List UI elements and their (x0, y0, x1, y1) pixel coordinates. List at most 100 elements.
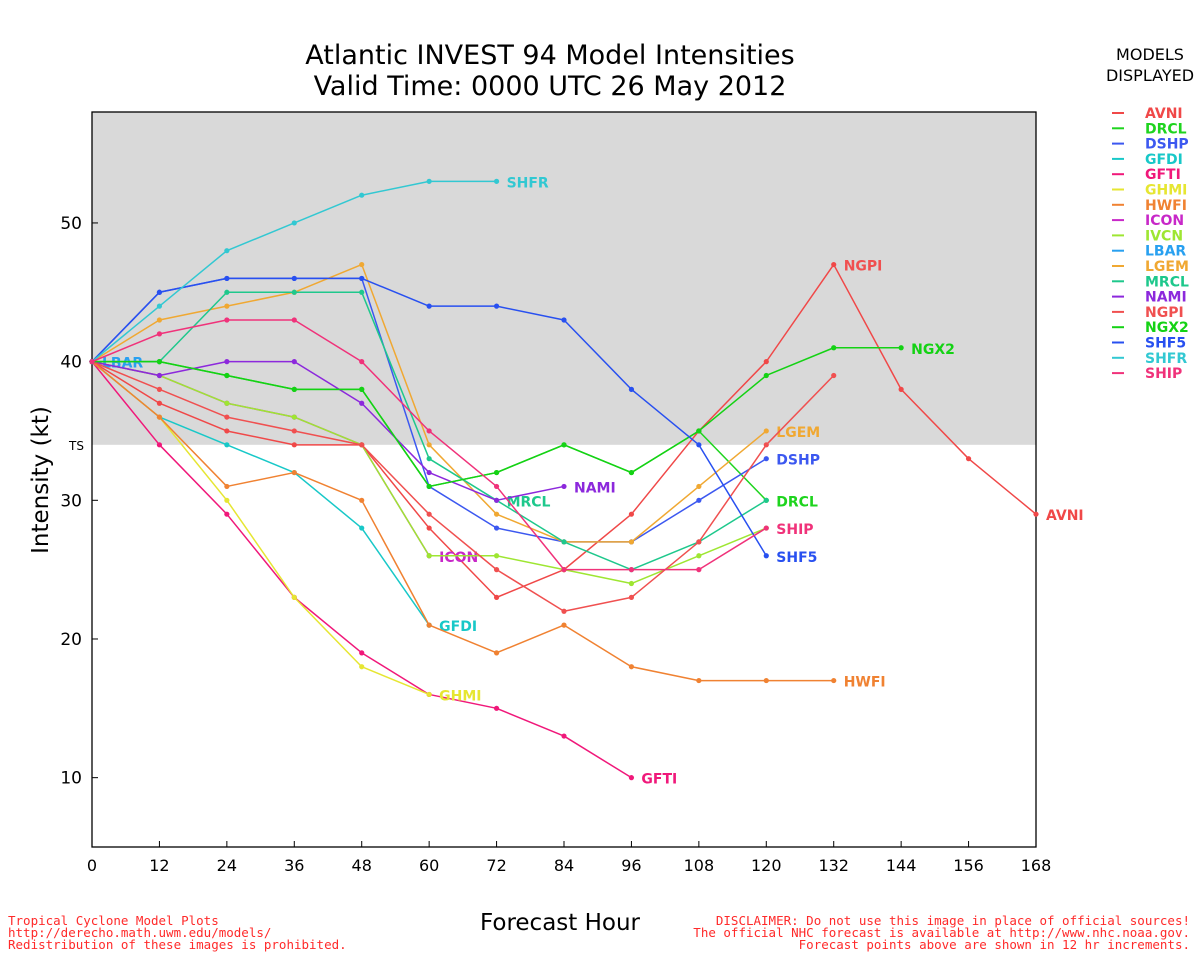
data-point-mrcl (359, 289, 365, 295)
data-point-ivcn (291, 414, 297, 420)
data-point-ngpi (156, 386, 163, 392)
data-point-hwfi (493, 650, 500, 656)
data-point-mrcl (561, 539, 567, 545)
data-point-ship (696, 567, 702, 573)
series-shfr: SHFR (89, 175, 549, 365)
data-point-nami (156, 372, 163, 379)
legend-label-shfr: SHFR (1145, 351, 1187, 367)
footer-credits: Tropical Cyclone Model Plots http://dere… (8, 913, 347, 952)
data-point-mrcl (224, 289, 230, 295)
footer-credit-notice: Redistribution of these images is prohib… (8, 937, 347, 952)
x-tick-label: 48 (352, 856, 372, 875)
series-label-dshp: DSHP (776, 453, 820, 469)
data-point-nami (426, 469, 432, 476)
data-point-avni (224, 428, 230, 434)
data-point-avni (1033, 511, 1039, 517)
series-label-nami: NAMI (574, 480, 616, 496)
data-point-ngx2 (831, 345, 837, 351)
data-point-hwfi (763, 677, 769, 684)
legend-item-ivcn: IVCN (1112, 228, 1183, 244)
data-point-ngpi (291, 428, 297, 434)
series-label-gfdi: GFDI (439, 619, 477, 635)
data-point-shf5 (426, 303, 432, 309)
data-point-ngpi (763, 442, 769, 448)
data-point-shf5 (628, 386, 635, 392)
legend-label-dshp: DSHP (1145, 137, 1189, 153)
data-point-gfti (224, 511, 230, 517)
data-point-ivcn (493, 553, 500, 559)
data-point-ngpi (224, 414, 230, 420)
legend-label-ship: SHIP (1145, 366, 1182, 382)
data-point-ivcn (696, 553, 702, 559)
legend-item-ghmi: GHMI (1112, 183, 1187, 199)
x-tick-label: 0 (87, 856, 97, 875)
data-point-ngpi (426, 511, 432, 517)
data-point-shf5 (493, 303, 500, 309)
data-point-dshp (493, 525, 500, 531)
data-point-avni (291, 442, 297, 448)
legend-label-ghmi: GHMI (1145, 183, 1187, 199)
series-label-ngpi: NGPI (844, 259, 883, 275)
x-tick-label: 168 (1021, 856, 1052, 875)
footer-credit-line: Tropical Cyclone Model Plots (8, 913, 219, 928)
data-point-ship (426, 428, 432, 434)
data-point-dshp (696, 497, 702, 503)
ts-threshold-label: TS (68, 439, 84, 453)
x-tick-label: 12 (149, 856, 169, 875)
data-point-shf5 (224, 275, 230, 282)
data-point-hwfi (224, 483, 230, 490)
x-tick-label: 120 (751, 856, 782, 875)
data-point-gfti (628, 775, 635, 781)
data-point-ngx2 (898, 345, 904, 351)
data-point-lgem (763, 428, 769, 434)
x-tick-label: 156 (953, 856, 984, 875)
legend-item-gfdi: GFDI (1112, 152, 1183, 168)
x-tick-label: 132 (818, 856, 849, 875)
legend-label-drcl: DRCL (1145, 121, 1187, 137)
data-point-lgem (696, 483, 702, 490)
legend-item-nami: NAMI (1112, 290, 1187, 306)
data-point-ngx2 (291, 386, 297, 392)
data-point-avni (493, 594, 500, 600)
series-label-hwfi: HWFI (844, 675, 886, 691)
data-point-gfti (359, 650, 365, 656)
data-point-shf5 (561, 317, 567, 323)
data-point-hwfi (426, 622, 432, 628)
series-lgem: LGEM (89, 261, 820, 545)
data-point-ngx2 (561, 442, 567, 448)
legend-label-nami: NAMI (1145, 290, 1187, 306)
data-point-shf5 (291, 275, 297, 282)
data-point-ghmi (426, 691, 432, 698)
legend-label-gfdi: GFDI (1145, 152, 1183, 168)
data-point-dshp (763, 456, 769, 462)
disclaimer-line-2: The official NHC forecast is available a… (693, 925, 1190, 940)
data-point-ngx2 (426, 483, 432, 490)
data-point-ship (89, 359, 95, 365)
data-point-ship (763, 525, 769, 531)
data-point-avni (965, 456, 972, 462)
data-point-ngx2 (156, 359, 163, 365)
data-point-lgem (156, 317, 163, 323)
legend-item-ngpi: NGPI (1112, 305, 1184, 321)
data-point-shfr (426, 178, 432, 184)
data-point-avni (831, 261, 837, 268)
legend-label-lbar: LBAR (1145, 244, 1186, 260)
y-tick-label: 50 (60, 214, 82, 234)
series-label-ngx2: NGX2 (911, 342, 955, 358)
data-point-ngpi (628, 594, 635, 600)
legend-item-shf5: SHF5 (1112, 336, 1186, 352)
data-point-hwfi (696, 677, 702, 684)
data-point-ngpi (493, 567, 500, 573)
data-point-mrcl (291, 289, 297, 295)
data-point-nami (291, 359, 297, 365)
data-point-nami (359, 400, 365, 406)
data-point-shfr (156, 303, 163, 309)
series-label-ship: SHIP (776, 522, 813, 538)
data-point-lgem (224, 303, 230, 309)
data-point-shf5 (696, 442, 702, 448)
series-label-shf5: SHF5 (776, 550, 817, 566)
legend-label-shf5: SHF5 (1145, 336, 1186, 352)
data-point-ngpi (561, 608, 567, 614)
data-point-mrcl (763, 497, 769, 503)
